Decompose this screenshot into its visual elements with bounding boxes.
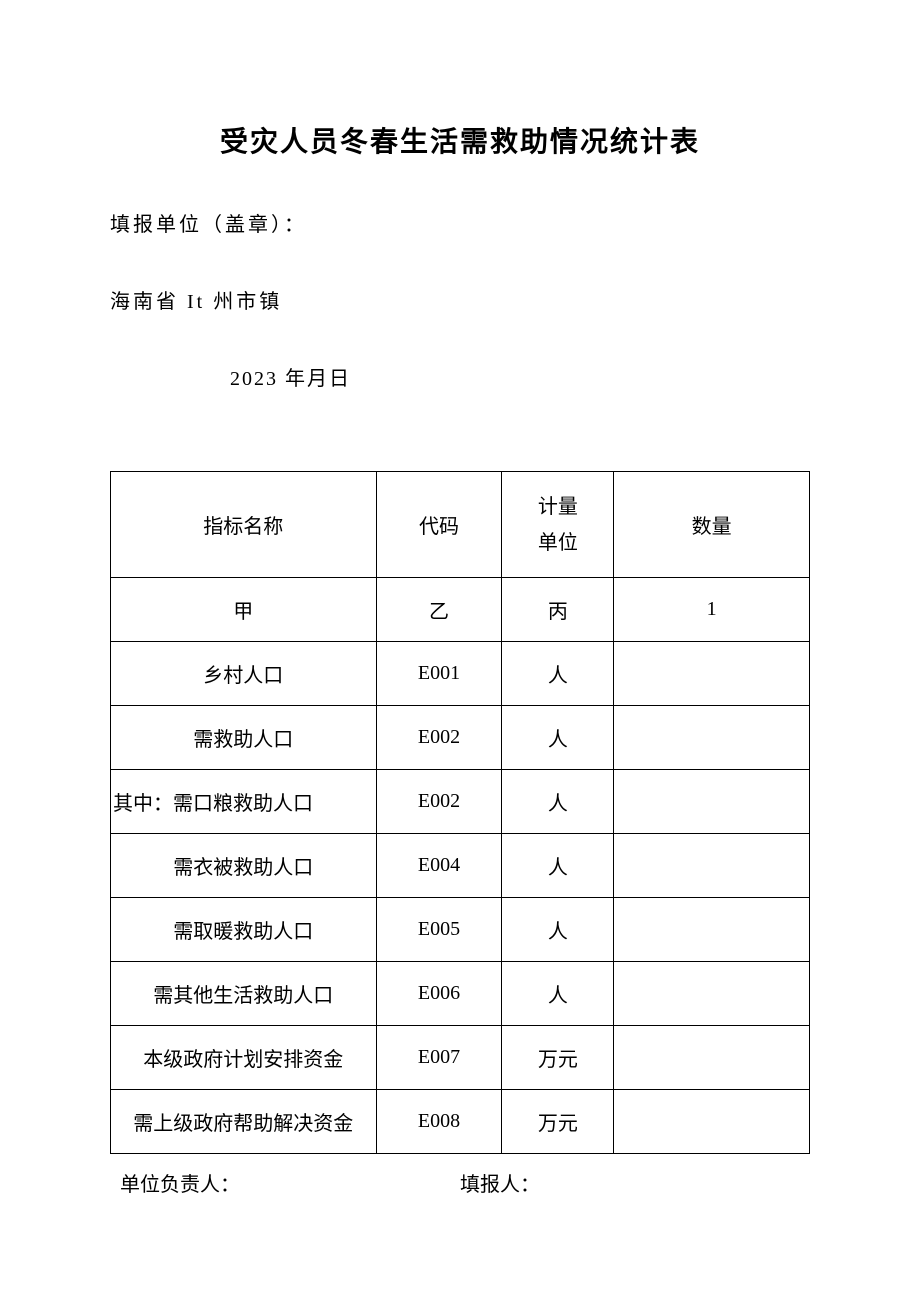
table-sub-header-row: 甲 乙 丙 1 bbox=[111, 578, 810, 642]
cell-code: E004 bbox=[376, 834, 502, 898]
cell-amount[interactable] bbox=[614, 642, 810, 706]
table-row: 需上级政府帮助解决资金 E008 万元 bbox=[111, 1090, 810, 1154]
cell-indicator: 乡村人口 bbox=[111, 642, 377, 706]
sub-header-code: 乙 bbox=[376, 578, 502, 642]
filler-label: 填报人： bbox=[460, 1168, 810, 1197]
cell-indicator: 其中：需口粮救助人口 bbox=[111, 770, 377, 834]
table-row: 本级政府计划安排资金 E007 万元 bbox=[111, 1026, 810, 1090]
table-row: 需其他生活救助人口 E006 人 bbox=[111, 962, 810, 1026]
cell-unit: 万元 bbox=[502, 1026, 614, 1090]
cell-unit: 人 bbox=[502, 706, 614, 770]
cell-unit: 人 bbox=[502, 642, 614, 706]
cell-indicator: 本级政府计划安排资金 bbox=[111, 1026, 377, 1090]
table-row: 其中：需口粮救助人口 E002 人 bbox=[111, 770, 810, 834]
cell-amount[interactable] bbox=[614, 770, 810, 834]
cell-amount[interactable] bbox=[614, 834, 810, 898]
cell-amount[interactable] bbox=[614, 898, 810, 962]
header-indicator: 指标名称 bbox=[111, 472, 377, 578]
cell-unit: 人 bbox=[502, 962, 614, 1026]
statistics-table: 指标名称 代码 计量 单位 数量 甲 乙 丙 1 乡村人口 E001 人 需救助… bbox=[110, 471, 810, 1154]
header-unit-line2: 单位 bbox=[502, 525, 613, 561]
cell-indicator: 需取暖救助人口 bbox=[111, 898, 377, 962]
cell-amount[interactable] bbox=[614, 1026, 810, 1090]
cell-indicator: 需上级政府帮助解决资金 bbox=[111, 1090, 377, 1154]
table-row: 需救助人口 E002 人 bbox=[111, 706, 810, 770]
cell-code: E002 bbox=[376, 706, 502, 770]
table-row: 需取暖救助人口 E005 人 bbox=[111, 898, 810, 962]
cell-amount[interactable] bbox=[614, 706, 810, 770]
cell-code: E005 bbox=[376, 898, 502, 962]
cell-unit: 万元 bbox=[502, 1090, 614, 1154]
responsible-person-label: 单位负责人： bbox=[120, 1168, 460, 1197]
cell-code: E001 bbox=[376, 642, 502, 706]
header-unit-line1: 计量 bbox=[502, 489, 613, 525]
cell-code: E007 bbox=[376, 1026, 502, 1090]
cell-indicator: 需其他生活救助人口 bbox=[111, 962, 377, 1026]
header-unit: 计量 单位 bbox=[502, 472, 614, 578]
location-line: 海南省 It 州市镇 bbox=[110, 285, 810, 314]
sub-header-indicator: 甲 bbox=[111, 578, 377, 642]
table-row: 需衣被救助人口 E004 人 bbox=[111, 834, 810, 898]
header-code: 代码 bbox=[376, 472, 502, 578]
header-amount: 数量 bbox=[614, 472, 810, 578]
cell-amount[interactable] bbox=[614, 1090, 810, 1154]
cell-amount[interactable] bbox=[614, 962, 810, 1026]
cell-indicator: 需救助人口 bbox=[111, 706, 377, 770]
cell-unit: 人 bbox=[502, 770, 614, 834]
sub-header-unit: 丙 bbox=[502, 578, 614, 642]
cell-code: E006 bbox=[376, 962, 502, 1026]
table-header-row: 指标名称 代码 计量 单位 数量 bbox=[111, 472, 810, 578]
cell-code: E008 bbox=[376, 1090, 502, 1154]
footer-line: 单位负责人： 填报人： bbox=[110, 1168, 810, 1197]
reporting-unit-line: 填报单位（盖章）： bbox=[110, 208, 810, 237]
cell-unit: 人 bbox=[502, 834, 614, 898]
document-title: 受灾人员冬春生活需救助情况统计表 bbox=[110, 120, 810, 160]
table-row: 乡村人口 E001 人 bbox=[111, 642, 810, 706]
cell-unit: 人 bbox=[502, 898, 614, 962]
date-line: 2023 年月日 bbox=[230, 362, 810, 391]
sub-header-amount: 1 bbox=[614, 578, 810, 642]
cell-indicator: 需衣被救助人口 bbox=[111, 834, 377, 898]
cell-code: E002 bbox=[376, 770, 502, 834]
